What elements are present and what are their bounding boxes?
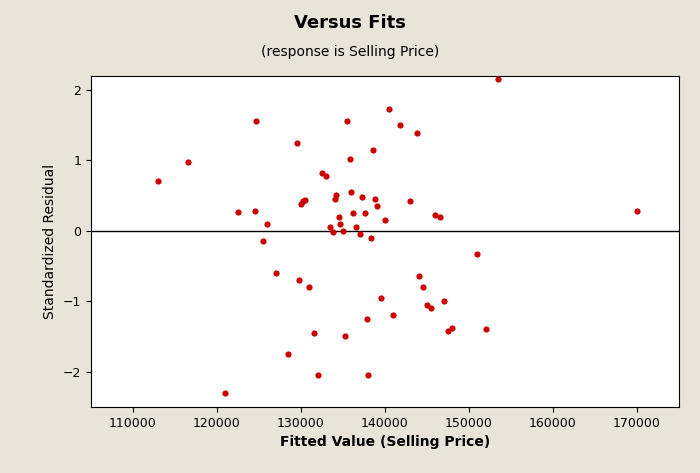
- Point: [249, 207, 260, 215]
- Point: [379, 216, 391, 224]
- Point: [362, 315, 373, 323]
- Point: [384, 105, 395, 113]
- Point: [300, 197, 311, 204]
- Point: [354, 230, 365, 238]
- Y-axis label: Standardized Residual: Standardized Residual: [43, 164, 57, 319]
- Point: [325, 223, 336, 231]
- Text: (response is Selling Price): (response is Selling Price): [261, 45, 439, 59]
- Point: [297, 197, 308, 205]
- Point: [182, 158, 193, 166]
- Point: [371, 202, 382, 210]
- Point: [321, 172, 332, 179]
- Point: [480, 325, 491, 333]
- Point: [258, 237, 269, 245]
- Point: [493, 75, 504, 83]
- Point: [350, 223, 361, 231]
- Point: [357, 193, 368, 201]
- Point: [631, 207, 643, 215]
- Point: [295, 200, 307, 208]
- Point: [339, 333, 350, 340]
- Point: [270, 269, 281, 277]
- Point: [335, 220, 346, 228]
- Point: [316, 169, 328, 177]
- Point: [347, 209, 358, 217]
- Point: [262, 220, 273, 228]
- Point: [283, 350, 294, 358]
- Point: [333, 213, 344, 220]
- Point: [359, 209, 370, 217]
- Point: [363, 371, 374, 379]
- X-axis label: Fitted Value (Selling Price): Fitted Value (Selling Price): [280, 435, 490, 449]
- Point: [344, 155, 356, 163]
- Point: [329, 195, 340, 203]
- Point: [426, 304, 437, 312]
- Point: [312, 371, 323, 379]
- Point: [447, 324, 458, 332]
- Point: [308, 329, 319, 337]
- Point: [434, 213, 445, 220]
- Point: [342, 118, 353, 125]
- Point: [304, 283, 315, 291]
- Point: [388, 311, 399, 319]
- Point: [412, 130, 423, 137]
- Point: [417, 283, 428, 291]
- Point: [472, 250, 483, 258]
- Point: [438, 298, 449, 305]
- Point: [413, 272, 424, 280]
- Point: [220, 389, 231, 396]
- Text: Versus Fits: Versus Fits: [294, 14, 406, 32]
- Point: [330, 192, 342, 199]
- Point: [370, 195, 381, 203]
- Point: [337, 228, 349, 235]
- Point: [291, 139, 302, 146]
- Point: [442, 327, 454, 334]
- Point: [421, 301, 433, 308]
- Point: [365, 234, 377, 242]
- Point: [375, 294, 386, 301]
- Point: [232, 208, 244, 215]
- Point: [368, 146, 379, 153]
- Point: [346, 188, 357, 196]
- Point: [294, 276, 305, 284]
- Point: [405, 197, 416, 205]
- Point: [251, 118, 262, 125]
- Point: [395, 121, 406, 129]
- Point: [430, 211, 441, 219]
- Point: [153, 177, 164, 185]
- Point: [328, 228, 339, 236]
